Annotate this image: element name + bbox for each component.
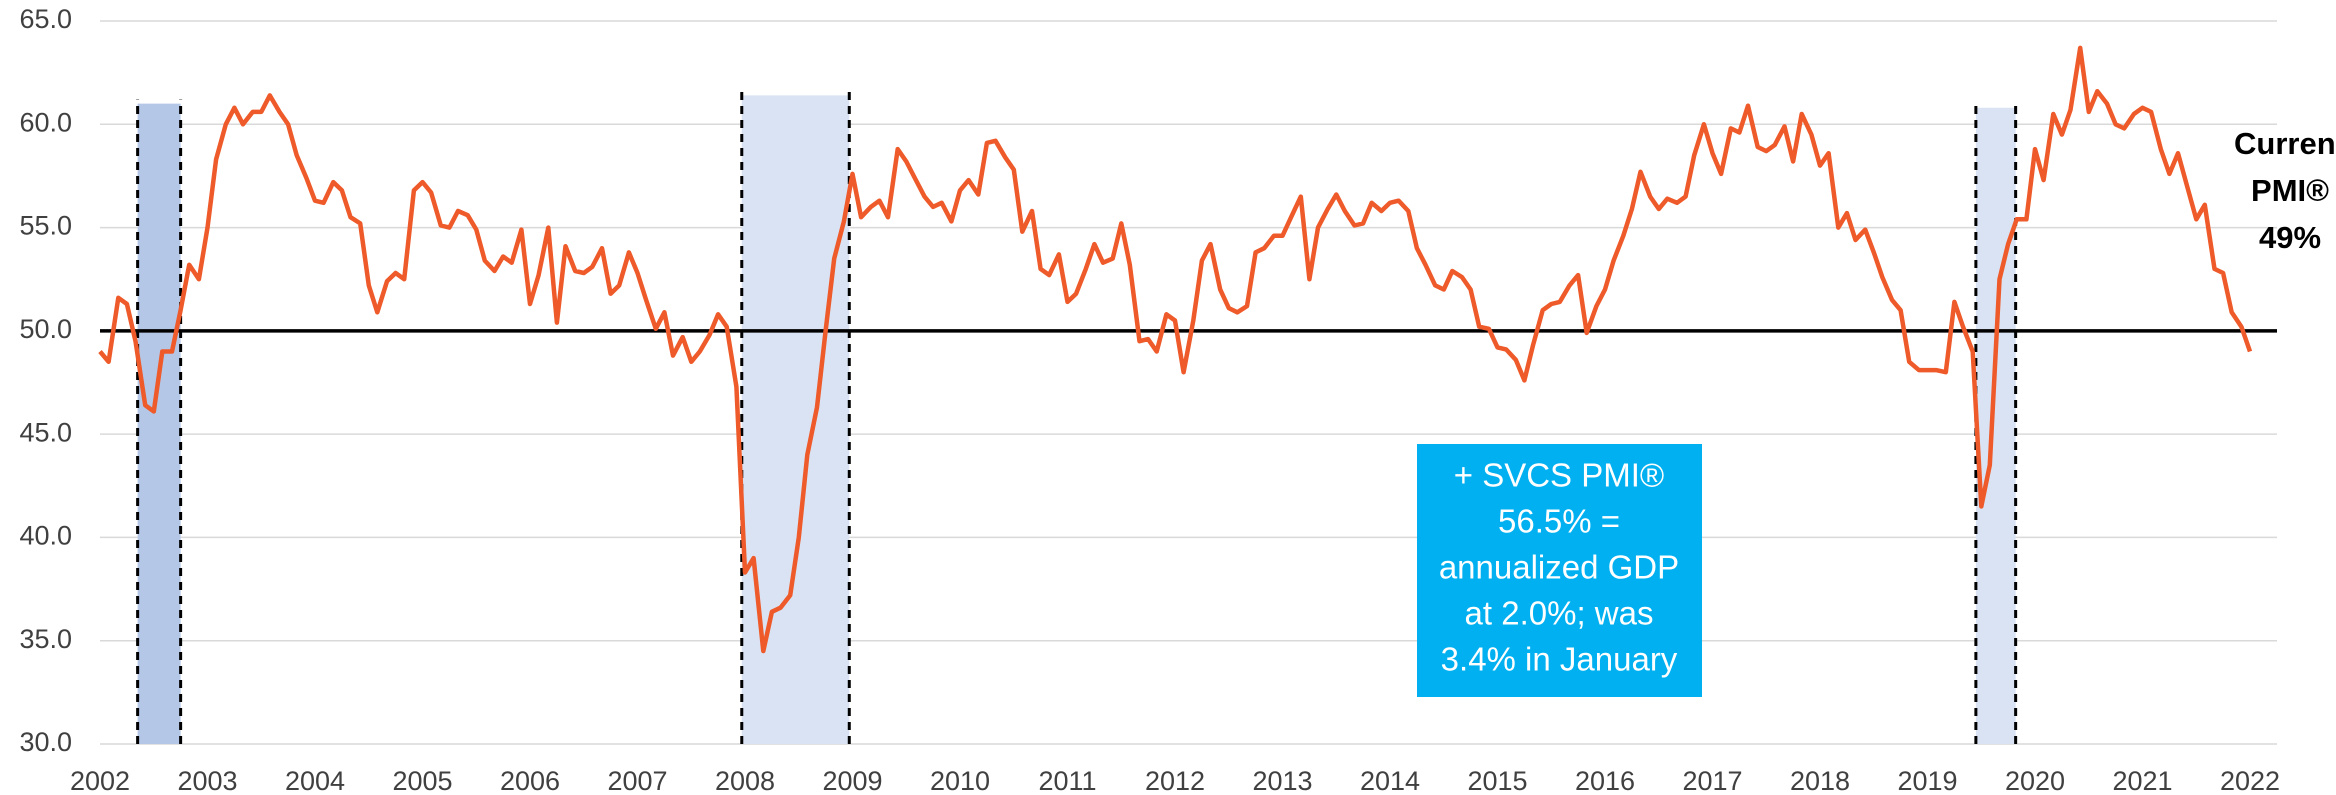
- x-tick-label: 2022: [2220, 766, 2280, 795]
- y-tick-label: 45.0: [19, 417, 72, 447]
- x-tick-label: 2002: [70, 766, 130, 795]
- x-tick-label: 2004: [285, 766, 345, 795]
- y-tick-label: 60.0: [19, 107, 72, 137]
- x-tick-label: 2003: [177, 766, 237, 795]
- x-tick-label: 2013: [1252, 766, 1312, 795]
- x-tick-label: 2014: [1360, 766, 1420, 795]
- annotation-box: [1417, 444, 1702, 697]
- x-tick-label: 2021: [2112, 766, 2172, 795]
- shaded-band: [1975, 107, 2016, 744]
- x-tick-label: 2009: [822, 766, 882, 795]
- annotation-text: 56.5% =: [1498, 503, 1620, 540]
- annotation-text: annualized GDP: [1439, 549, 1679, 586]
- current-pmi-label: PMI®: [2251, 173, 2329, 208]
- y-tick-label: 55.0: [19, 211, 72, 241]
- x-tick-label: 2012: [1145, 766, 1205, 795]
- y-tick-label: 50.0: [19, 314, 72, 344]
- current-pmi-label: Current: [2234, 126, 2336, 161]
- shaded-band: [741, 95, 850, 744]
- x-tick-label: 2007: [607, 766, 667, 795]
- y-tick-label: 65.0: [19, 4, 72, 34]
- y-tick-label: 35.0: [19, 624, 72, 654]
- x-tick-label: 2010: [930, 766, 990, 795]
- annotation-text: + SVCS PMI®: [1454, 457, 1664, 494]
- x-tick-label: 2005: [392, 766, 452, 795]
- x-tick-label: 2017: [1682, 766, 1742, 795]
- x-tick-label: 2006: [500, 766, 560, 795]
- y-tick-label: 30.0: [19, 727, 72, 757]
- x-tick-label: 2008: [715, 766, 775, 795]
- x-tick-label: 2011: [1038, 766, 1096, 795]
- x-tick-label: 2018: [1790, 766, 1850, 795]
- pmi-line: [98, 45, 2253, 654]
- annotation-text: 3.4% in January: [1441, 641, 1678, 678]
- y-tick-label: 40.0: [19, 521, 72, 551]
- x-tick-label: 2015: [1467, 766, 1527, 795]
- x-tick-label: 2016: [1575, 766, 1635, 795]
- x-tick-label: 2020: [2005, 766, 2065, 795]
- shaded-band: [137, 103, 181, 745]
- x-tick-label: 2019: [1897, 766, 1957, 795]
- current-pmi-label: 49%: [2259, 220, 2321, 255]
- annotation-text: at 2.0%; was: [1465, 595, 1654, 632]
